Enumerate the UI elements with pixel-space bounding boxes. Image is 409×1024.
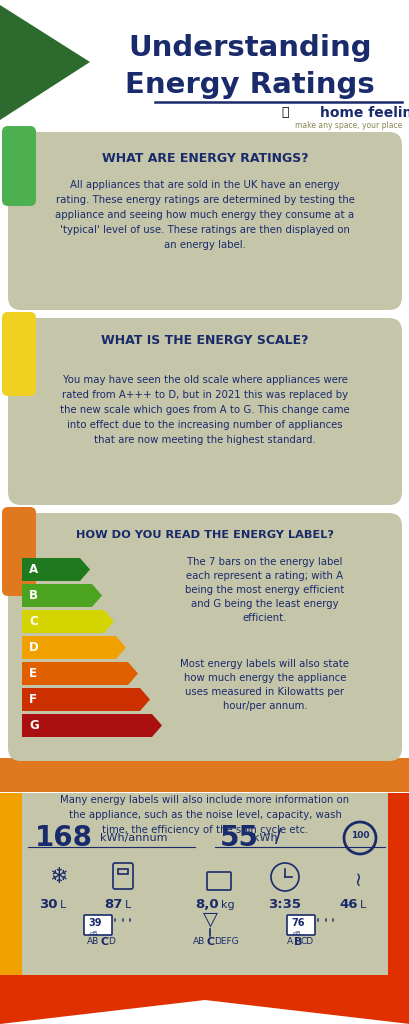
Text: C: C xyxy=(207,937,215,947)
Text: kWh/annum: kWh/annum xyxy=(100,833,167,843)
Text: B: B xyxy=(293,937,302,947)
Text: HOW DO YOU READ THE ENERGY LABEL?: HOW DO YOU READ THE ENERGY LABEL? xyxy=(76,530,333,540)
Text: 3:35: 3:35 xyxy=(268,898,301,911)
Text: E: E xyxy=(29,667,37,680)
Polygon shape xyxy=(0,5,90,120)
Text: F: F xyxy=(29,693,37,706)
Text: 87: 87 xyxy=(104,898,123,911)
Text: ❄: ❄ xyxy=(49,867,67,887)
Text: 8,0: 8,0 xyxy=(195,898,218,911)
Text: kg: kg xyxy=(220,900,234,910)
FancyBboxPatch shape xyxy=(84,915,112,935)
Text: CD: CD xyxy=(300,938,313,946)
Text: 100: 100 xyxy=(350,831,369,841)
FancyBboxPatch shape xyxy=(8,793,401,975)
Polygon shape xyxy=(22,584,102,607)
Bar xyxy=(118,869,128,874)
Polygon shape xyxy=(22,636,126,659)
FancyBboxPatch shape xyxy=(2,126,36,206)
Polygon shape xyxy=(22,558,90,581)
Text: 30: 30 xyxy=(39,898,58,911)
Text: WHAT ARE ENERGY RATINGS?: WHAT ARE ENERGY RATINGS? xyxy=(101,152,308,165)
FancyBboxPatch shape xyxy=(8,132,401,310)
Text: A: A xyxy=(29,563,38,575)
Text: 55: 55 xyxy=(220,824,258,852)
Bar xyxy=(0,758,409,792)
Bar xyxy=(0,793,22,975)
Text: make any space, your place: make any space, your place xyxy=(294,121,401,129)
Text: The 7 bars on the energy label
each represent a rating; with A
being the most en: The 7 bars on the energy label each repr… xyxy=(185,557,344,623)
Bar xyxy=(387,793,409,975)
Text: DEFG: DEFG xyxy=(213,938,238,946)
Text: home feeling: home feeling xyxy=(319,106,409,120)
FancyBboxPatch shape xyxy=(2,507,36,596)
Text: ▽: ▽ xyxy=(202,909,217,929)
FancyBboxPatch shape xyxy=(8,318,401,505)
Text: L: L xyxy=(125,900,131,910)
Text: L: L xyxy=(359,900,365,910)
Text: B: B xyxy=(29,589,38,602)
Polygon shape xyxy=(22,662,138,685)
Text: AB: AB xyxy=(87,938,99,946)
Text: C: C xyxy=(29,615,38,628)
Text: G: G xyxy=(29,719,39,732)
Text: A: A xyxy=(286,938,292,946)
Text: 168: 168 xyxy=(35,824,93,852)
Text: dB: dB xyxy=(292,931,301,936)
Polygon shape xyxy=(22,610,114,633)
Text: You may have seen the old scale where appliances were
rated from A+++ to D, but : You may have seen the old scale where ap… xyxy=(60,376,349,444)
Text: AB: AB xyxy=(193,938,205,946)
Text: D: D xyxy=(29,641,39,654)
Text: ~: ~ xyxy=(348,868,366,885)
Text: Understanding: Understanding xyxy=(128,34,371,62)
FancyBboxPatch shape xyxy=(286,915,314,935)
Text: C: C xyxy=(101,937,109,947)
Text: 76: 76 xyxy=(290,918,304,928)
Text: Many energy labels will also include more information on
the appliance, such as : Many energy labels will also include mor… xyxy=(60,796,349,835)
Text: L: L xyxy=(60,900,66,910)
Text: All appliances that are sold in the UK have an energy
rating. These energy ratin: All appliances that are sold in the UK h… xyxy=(55,180,354,250)
Text: D: D xyxy=(108,938,115,946)
FancyBboxPatch shape xyxy=(8,513,401,761)
Polygon shape xyxy=(22,688,150,711)
Text: Energy Ratings: Energy Ratings xyxy=(125,71,374,99)
Text: 39: 39 xyxy=(88,918,101,928)
Text: 🕊: 🕊 xyxy=(281,106,288,120)
Text: WHAT IS THE ENERGY SCALE?: WHAT IS THE ENERGY SCALE? xyxy=(101,334,308,346)
FancyBboxPatch shape xyxy=(2,312,36,396)
Polygon shape xyxy=(22,714,162,737)
Text: 46: 46 xyxy=(339,898,357,911)
Polygon shape xyxy=(0,975,409,1024)
Text: Most energy labels will also state
how much energy the appliance
uses measured i: Most energy labels will also state how m… xyxy=(180,659,348,711)
Text: kWh: kWh xyxy=(252,833,277,843)
Text: /: / xyxy=(274,826,281,846)
Text: dB: dB xyxy=(90,931,98,936)
